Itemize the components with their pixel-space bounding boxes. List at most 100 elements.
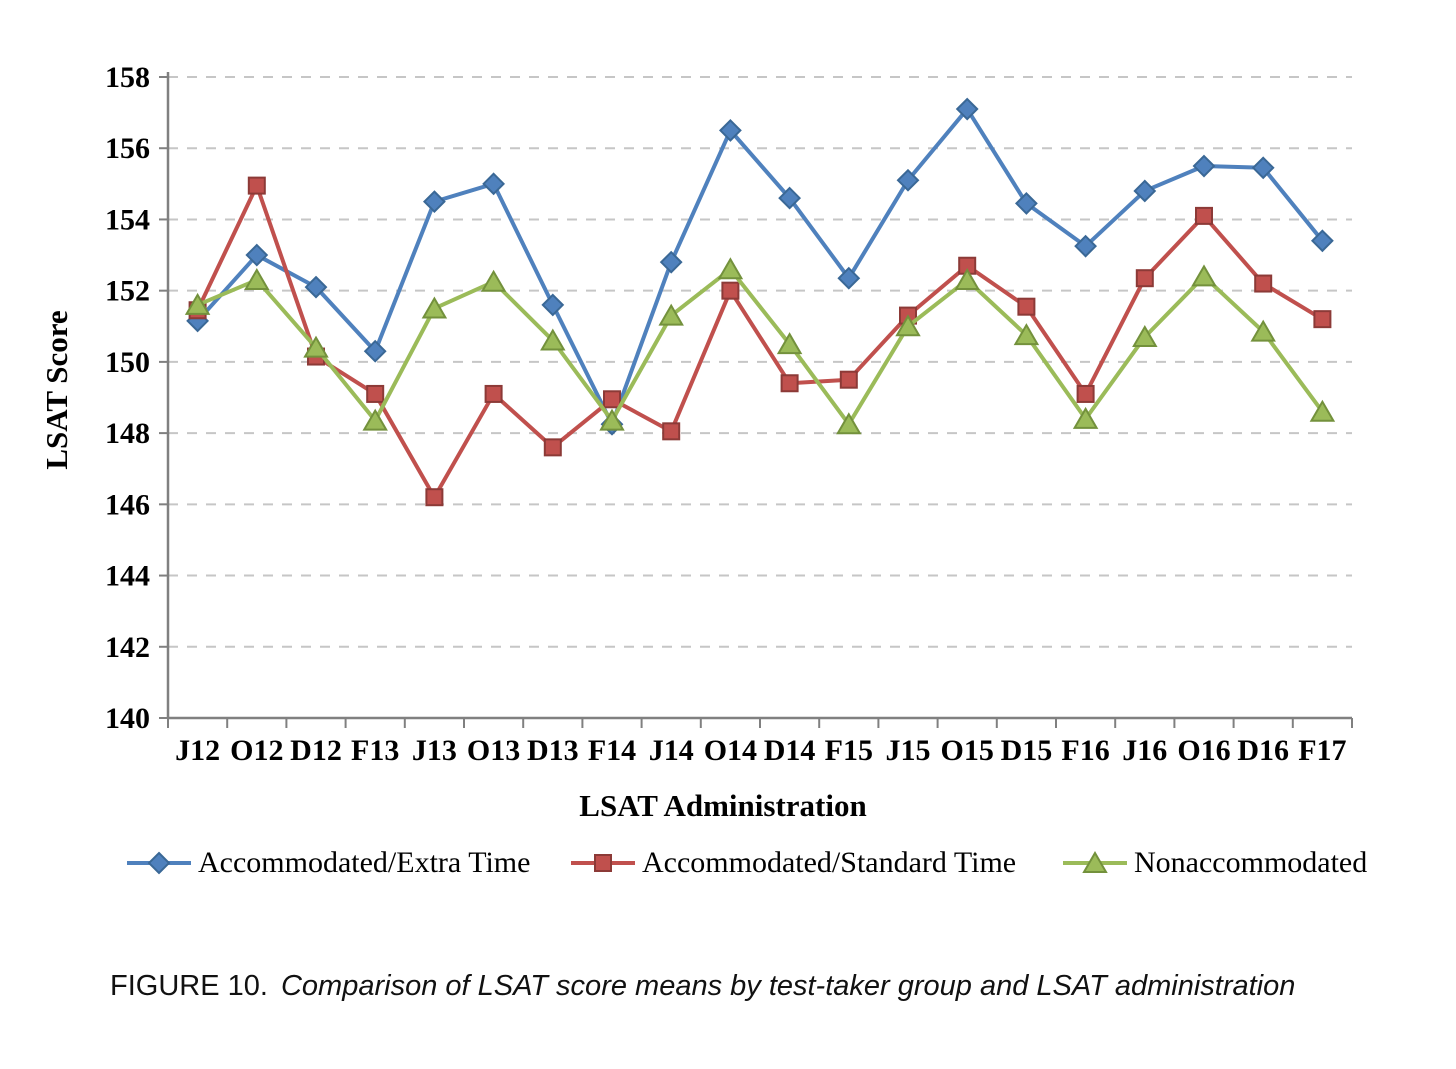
y-tick-label: 150 [105,346,150,379]
marker-accommodated-standard-time-F15 [839,370,858,389]
legend-marker-accommodated-extra-time [147,851,171,875]
x-tick-label: D16 [1237,734,1289,767]
marker-accommodated-extra-time-F16 [1074,234,1098,258]
marker-accommodated-standard-time-F16 [1076,384,1095,403]
marker-nonaccommodated-O16 [1191,264,1217,287]
marker-accommodated-extra-time-O12 [245,243,269,267]
marker-nonaccommodated-F13 [362,408,388,431]
marker-accommodated-extra-time-D12 [304,275,328,299]
x-axis-title: LSAT Administration [579,788,867,823]
x-tick-label: D12 [290,734,342,767]
y-tick-label: 146 [105,488,150,521]
marker-accommodated-extra-time-F15 [837,266,861,290]
y-tick-label: 152 [105,275,150,308]
marker-accommodated-standard-time-J16 [1135,269,1154,288]
marker-nonaccommodated-O12 [244,267,270,290]
x-tick-label: O13 [467,734,520,767]
series-line-accommodated-extra-time [196,107,1324,427]
marker-accommodated-extra-time-J14 [659,250,683,274]
x-tick-label: J15 [886,734,931,767]
x-tick-label: F17 [1298,734,1346,767]
marker-accommodated-standard-time-D15 [1017,297,1036,316]
marker-accommodated-standard-time-F17 [1313,310,1332,329]
legend-item-accommodated-standard-time: Accommodated/Standard Time [570,846,1016,880]
y-tick-label: 156 [105,132,150,165]
marker-accommodated-extra-time-D14 [778,186,802,210]
legend-marker-accommodated-standard-time [594,854,612,872]
marker-nonaccommodated-O14 [717,257,744,280]
marker-nonaccommodated-O13 [480,269,507,292]
x-tick-label: J14 [649,734,694,767]
marker-accommodated-extra-time-O14 [718,119,742,142]
marker-accommodated-standard-time-O13 [484,384,503,403]
y-tick-label: 154 [105,203,150,236]
x-tick-label: D15 [1001,734,1053,767]
marker-accommodated-extra-time-D16 [1251,156,1275,180]
marker-accommodated-standard-time-D14 [780,374,799,393]
lsat-line-chart: 140 142 144 146 148 150 152 154 156 158 J12 O12 D12 F… [105,61,1353,767]
marker-accommodated-standard-time-D16 [1254,274,1273,293]
marker-accommodated-extra-time-J16 [1133,179,1157,203]
legend-diamond-icon [127,851,191,875]
marker-nonaccommodated-D14 [776,332,803,355]
legend-square-icon [571,854,635,872]
legend-triangle-icon [1063,851,1127,873]
marker-accommodated-extra-time-D13 [541,293,565,317]
series-accommodated-standard-time [188,176,1332,507]
marker-nonaccommodated-F14 [599,408,625,431]
marker-accommodated-extra-time-F13 [363,339,387,363]
x-tick-label: O16 [1177,734,1230,767]
x-tick-label: J16 [1122,734,1167,767]
marker-accommodated-standard-time-J14 [662,422,681,441]
marker-nonaccommodated-D12 [303,335,329,358]
marker-accommodated-standard-time-O12 [247,176,266,195]
marker-accommodated-standard-time-D13 [543,438,562,457]
marker-nonaccommodated-J14 [658,303,684,326]
legend-label-accommodated-standard-time: Accommodated/Standard Time [642,846,1017,879]
marker-nonaccommodated-J12 [184,292,211,315]
marker-accommodated-standard-time-J13 [425,488,444,507]
y-tick-label: 158 [105,61,150,94]
marker-accommodated-standard-time-O16 [1195,206,1213,225]
marker-nonaccommodated-D13 [540,328,566,351]
marker-nonaccommodated-D15 [1013,323,1040,346]
marker-accommodated-extra-time-O15 [955,97,979,121]
x-tick-label: O15 [941,734,994,767]
marker-accommodated-extra-time-O16 [1192,154,1216,178]
marker-accommodated-standard-time-O14 [721,281,740,300]
marker-nonaccommodated-J16 [1132,324,1158,347]
x-tick-label: F13 [351,734,399,767]
caption-text: Comparison of LSAT score means by test-t… [280,970,1296,1002]
marker-accommodated-standard-time-F13 [366,384,385,403]
marker-nonaccommodated-F15 [836,412,862,435]
series-line-nonaccommodated [196,267,1325,427]
marker-accommodated-extra-time-J15 [896,168,920,192]
marker-nonaccommodated-D16 [1250,319,1276,342]
marker-nonaccommodated-J13 [421,296,448,319]
x-tick-label: O12 [230,734,283,767]
x-tick-label: J13 [412,734,457,767]
series-nonaccommodated [184,257,1336,435]
x-tick-label: F14 [588,734,636,767]
x-tick-label: F15 [825,734,873,767]
marker-accommodated-extra-time-O13 [482,172,506,196]
x-tick-label: D14 [764,734,816,767]
legend-item-accommodated-extra-time: Accommodated/Extra Time [126,846,530,880]
series-line-accommodated-standard-time [195,183,1324,500]
marker-nonaccommodated-O15 [954,267,980,290]
y-tick-label: 148 [105,417,150,450]
legend-item-nonaccommodated: Nonaccommodated [1062,846,1367,880]
legend-label-accommodated-extra-time: Accommodated/Extra Time [198,846,531,879]
caption-prefix: FIGURE 10. [110,970,268,1002]
y-tick-label: 140 [105,702,150,735]
figure-caption: FIGURE 10. Comparison of LSAT score means… [110,970,1295,1003]
y-axis-title: LSAT Score [39,310,74,470]
x-tick-label: J12 [175,734,220,767]
y-tick-label: 144 [105,560,150,593]
x-tick-label: D13 [527,734,579,767]
legend-marker-nonaccommodated [1082,851,1108,873]
marker-accommodated-standard-time-F14 [603,390,621,409]
x-tick-label: O14 [704,734,757,767]
legend-label-nonaccommodated: Nonaccommodated [1134,846,1368,879]
